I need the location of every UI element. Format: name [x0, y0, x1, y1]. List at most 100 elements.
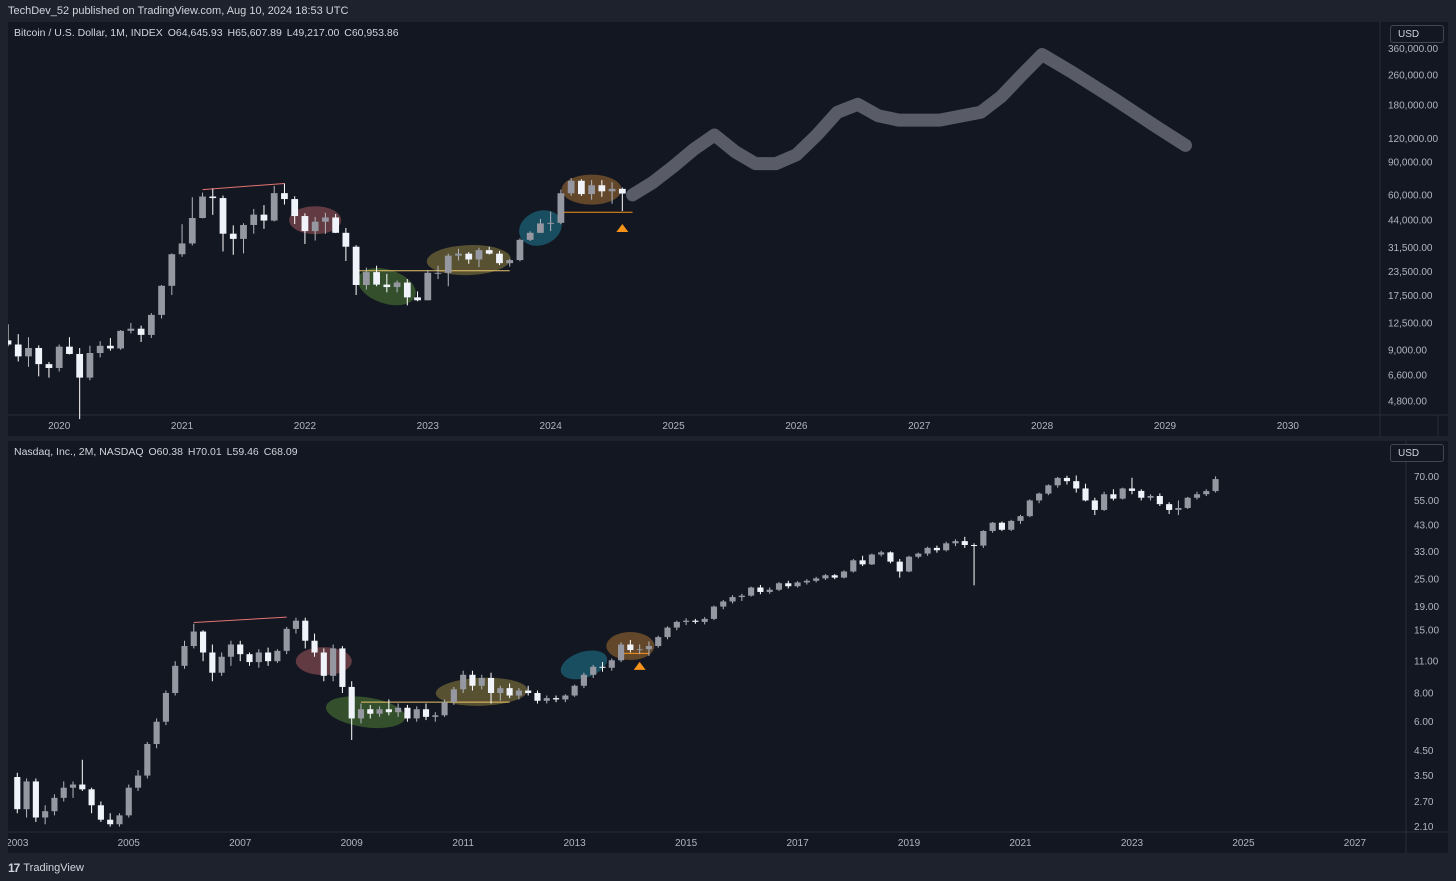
tradingview-footer[interactable]: 17 TradingView	[8, 861, 84, 875]
nasdaq-candle-body	[51, 797, 58, 812]
nasdaq-candle	[683, 618, 690, 626]
bitcoin-candle-body	[342, 232, 350, 247]
nasdaq-x-tick-label: 2025	[1232, 838, 1255, 849]
nasdaq-candle	[218, 652, 225, 676]
nasdaq-x-tick-label: 2005	[118, 838, 141, 849]
nasdaq-open-value: O60.38	[148, 446, 183, 458]
bitcoin-close-value: C60,953.86	[344, 27, 399, 39]
nasdaq-candle-body	[357, 709, 365, 719]
nasdaq-close-value: C68.09	[263, 446, 298, 458]
nasdaq-candle	[599, 662, 606, 672]
bitcoin-candle-body	[260, 214, 268, 221]
nasdaq-chart-pane[interactable]: 70.00 55.00 43.00 33.00 25.00 19.00 15.00 11.00…	[8, 441, 1448, 853]
bitcoin-candle-body	[393, 282, 401, 288]
nasdaq-candle	[590, 664, 597, 678]
nasdaq-candle	[738, 593, 745, 601]
nasdaq-candle-body	[943, 543, 950, 551]
nasdaq-candle	[153, 718, 160, 749]
nasdaq-candle-body	[69, 784, 77, 788]
nasdaq-candle	[822, 574, 829, 580]
nasdaq-candle	[404, 704, 411, 722]
nasdaq-candle-body	[850, 560, 857, 572]
nasdaq-candle	[1184, 496, 1191, 509]
nasdaq-candle-body	[469, 674, 476, 686]
bitcoin-candle-body	[8, 340, 12, 345]
nasdaq-candle	[850, 558, 857, 573]
nasdaq-candle	[766, 587, 773, 594]
nasdaq-candle-body	[79, 784, 86, 790]
nasdaq-currency-button[interactable]: USD	[1390, 444, 1444, 462]
bitcoin-candle	[76, 347, 84, 420]
bitcoin-candle	[332, 213, 340, 234]
nasdaq-candle-body	[292, 620, 300, 629]
nasdaq-y-tick-label: 11.00	[1414, 657, 1439, 668]
bitcoin-candle	[485, 246, 493, 255]
nasdaq-candle-body	[1036, 493, 1043, 501]
nasdaq-candle-body	[1101, 494, 1108, 510]
bitcoin-candle	[588, 180, 595, 200]
bitcoin-candle	[219, 195, 227, 252]
nasdaq-candle	[757, 584, 764, 595]
nasdaq-y-tick-label: 55.00	[1414, 496, 1439, 507]
nasdaq-y-tick-label: 8.00	[1414, 688, 1434, 699]
bitcoin-candle-body	[35, 347, 43, 365]
nasdaq-candle	[88, 787, 95, 814]
bitcoin-x-tick-label: 2024	[540, 421, 563, 432]
nasdaq-candle	[534, 690, 541, 704]
nasdaq-candle	[933, 545, 940, 553]
bitcoin-candle-body	[383, 284, 391, 288]
nasdaq-candle-body	[757, 587, 764, 592]
nasdaq-candle	[608, 658, 615, 671]
bitcoin-candle-body	[506, 260, 514, 264]
nasdaq-candle	[367, 704, 374, 719]
bitcoin-candle-body	[250, 214, 258, 225]
nasdaq-y-tick-label: 19.00	[1414, 602, 1439, 613]
nasdaq-y-tick-label: 33.00	[1414, 547, 1439, 558]
nasdaq-candle	[1091, 497, 1098, 516]
bitcoin-currency-button[interactable]: USD	[1390, 25, 1444, 43]
nasdaq-candle	[422, 703, 430, 721]
bitcoin-candle	[86, 345, 94, 381]
bitcoin-x-tick-label: 2021	[171, 421, 194, 432]
bitcoin-candle-body	[526, 232, 534, 240]
bitcoin-candle	[168, 253, 176, 296]
nasdaq-candle	[710, 605, 718, 621]
tradingview-brand: TradingView	[23, 862, 84, 874]
nasdaq-candle-body	[478, 677, 485, 686]
nasdaq-x-tick-label: 2019	[898, 838, 921, 849]
bitcoin-candle	[373, 265, 380, 287]
nasdaq-candle-body	[1110, 494, 1117, 499]
nasdaq-candle	[998, 521, 1005, 531]
bitcoin-candle	[209, 188, 217, 215]
bitcoin-candle-body	[117, 330, 125, 349]
bitcoin-chart-pane[interactable]: 360,000.00 260,000.00 180,000.00 120,000.00…	[8, 22, 1448, 436]
bitcoin-candle	[199, 192, 206, 219]
nasdaq-x-tick-label: 2023	[1121, 838, 1144, 849]
nasdaq-candle	[1036, 492, 1043, 504]
nasdaq-candle-body	[1184, 497, 1191, 508]
nasdaq-x-tick-label: 2011	[452, 838, 474, 849]
nasdaq-candle	[1026, 499, 1033, 518]
bitcoin-candle-body	[362, 272, 370, 285]
nasdaq-candle	[330, 644, 337, 682]
nasdaq-y-tick-label: 6.00	[1414, 717, 1434, 728]
bitcoin-candle	[547, 211, 555, 232]
nasdaq-candle-body	[552, 698, 560, 700]
nasdaq-candle-body	[840, 571, 848, 578]
tradingview-logo-icon: 17	[8, 861, 20, 875]
bitcoin-candle	[598, 180, 606, 197]
bitcoin-candle	[301, 213, 309, 244]
nasdaq-low-value: L59.46	[226, 446, 259, 458]
nasdaq-candle	[320, 648, 327, 682]
nasdaq-candle	[915, 552, 922, 559]
bitcoin-candle-body	[45, 364, 53, 368]
bitcoin-candle	[352, 245, 360, 296]
bitcoin-candle	[311, 216, 319, 241]
nasdaq-candle	[292, 617, 300, 634]
bitcoin-candle	[45, 361, 53, 378]
nasdaq-chart-canvas[interactable]: 70.00 55.00 43.00 33.00 25.00 19.00 15.00 11.00…	[8, 441, 1448, 853]
bitcoin-chart-canvas[interactable]: 360,000.00 260,000.00 180,000.00 120,000.00…	[8, 22, 1448, 436]
nasdaq-candle-body	[618, 644, 625, 661]
nasdaq-candle-body	[1147, 495, 1154, 498]
bitcoin-candle	[270, 185, 278, 222]
